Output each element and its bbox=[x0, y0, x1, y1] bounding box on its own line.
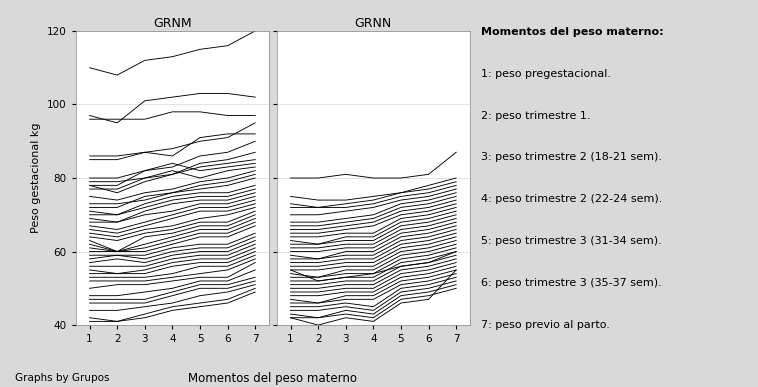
Text: 2: peso trimestre 1.: 2: peso trimestre 1. bbox=[481, 111, 590, 121]
Text: Momentos del peso materno: Momentos del peso materno bbox=[189, 372, 357, 385]
Title: GRNN: GRNN bbox=[355, 17, 392, 30]
Text: Momentos del peso materno:: Momentos del peso materno: bbox=[481, 27, 664, 37]
Title: GRNM: GRNM bbox=[153, 17, 192, 30]
Text: 3: peso trimestre 2 (18-21 sem).: 3: peso trimestre 2 (18-21 sem). bbox=[481, 152, 662, 163]
Text: 5: peso trimestre 3 (31-34 sem).: 5: peso trimestre 3 (31-34 sem). bbox=[481, 236, 662, 246]
Text: 1: peso pregestacional.: 1: peso pregestacional. bbox=[481, 69, 612, 79]
Text: Graphs by Grupos: Graphs by Grupos bbox=[15, 373, 110, 383]
Text: 4: peso trimestre 2 (22-24 sem).: 4: peso trimestre 2 (22-24 sem). bbox=[481, 194, 662, 204]
Text: 6: peso trimestre 3 (35-37 sem).: 6: peso trimestre 3 (35-37 sem). bbox=[481, 278, 662, 288]
Y-axis label: Peso gestacional kg: Peso gestacional kg bbox=[32, 123, 42, 233]
Text: 7: peso previo al parto.: 7: peso previo al parto. bbox=[481, 320, 610, 330]
